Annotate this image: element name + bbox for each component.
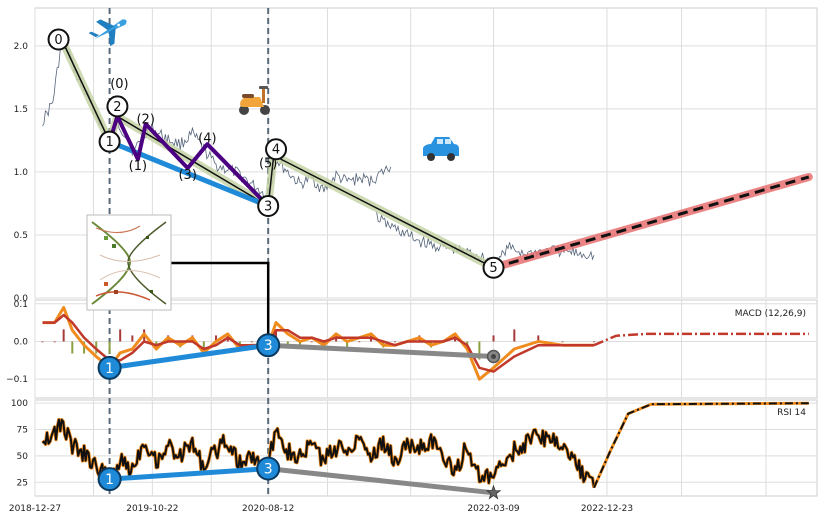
macd-point-circle: [97, 355, 122, 380]
y-tick-label: 0.5: [14, 231, 28, 241]
macd-legend: MACD (12,26,9): [735, 309, 806, 319]
macd-histogram-bar: [492, 335, 495, 342]
y-tick-label: 100: [11, 399, 28, 409]
wave-label-circle: [265, 138, 288, 161]
wave-label: (5): [259, 157, 277, 172]
macd-divergence-line: [107, 342, 271, 371]
rsi-projection-line: [593, 402, 809, 489]
macd-histogram-bar: [71, 341, 74, 354]
macd-panel: [34, 299, 818, 399]
macd-histogram-bar: [310, 341, 313, 343]
y-tick-label: 1.5: [14, 105, 28, 115]
x-tick-label: 2022-12-23: [581, 504, 633, 514]
y-tick-label: 50: [17, 452, 29, 462]
wave-label: (2): [136, 112, 154, 127]
wave-label-circle: [47, 28, 70, 51]
macd-histogram-bar: [214, 335, 217, 342]
rsi-failed-divergence-line: [265, 466, 496, 496]
scooter-icon: [239, 86, 270, 115]
wave-label-circle: [482, 256, 505, 279]
y-tick-label: 75: [17, 426, 28, 436]
thumbnail-connector: [171, 261, 270, 336]
dna-thumbnail: [86, 214, 172, 311]
macd-projection-line: [593, 332, 809, 347]
y-tick-label: 25: [17, 478, 28, 488]
rsi-point-circle: [256, 456, 281, 481]
rsi-point-label: 1: [105, 472, 114, 488]
macd-histogram-bar: [358, 341, 361, 343]
wave-label-circle: [257, 194, 280, 217]
rsi-point-circle: [97, 467, 122, 492]
wave-label: (0): [110, 77, 128, 92]
car-icon: [423, 137, 459, 161]
macd-end-marker-dot: [491, 354, 497, 360]
x-tick-label: 2018-12-27: [9, 504, 61, 514]
wave-label: 3: [264, 199, 272, 214]
macd-histogram-bar: [41, 341, 44, 343]
macd-histogram-bar: [346, 341, 349, 348]
macd-failed-divergence-line: [265, 342, 496, 359]
wave-label: 4: [272, 143, 280, 158]
y-tick-label: 0.1: [14, 300, 28, 310]
rsi-point-label: 3: [264, 462, 273, 478]
macd-histogram-bar: [119, 329, 122, 342]
wave-label-circle: [106, 95, 129, 118]
y-tick-label: −0.1: [6, 375, 28, 385]
y-tick-label: 2.0: [14, 42, 29, 52]
y-tick-label: 0.0: [14, 337, 29, 347]
macd-histogram-bar: [478, 341, 481, 360]
rsi-end-star-marker: [485, 484, 502, 500]
macd-signal-line: [42, 313, 594, 373]
wave-label-circle: [98, 130, 121, 153]
wave-label: (1): [129, 159, 147, 174]
macd-point-circle: [256, 333, 281, 358]
wave-label: (4): [198, 131, 216, 146]
macd-histogram-bar: [593, 341, 596, 343]
macd-histogram-bar: [561, 341, 564, 343]
wave-label: 0: [54, 33, 62, 48]
x-tick-label: 2022-03-09: [467, 504, 520, 514]
macd-histogram-bar: [62, 329, 65, 342]
macd-histogram-bar: [131, 335, 134, 342]
macd-histogram-bar: [393, 341, 396, 343]
x-tick-label: 2020-08-12: [242, 504, 294, 514]
projection-line: [493, 175, 810, 270]
wave-label: (3): [178, 168, 196, 183]
rsi-divergence-line: [107, 466, 271, 482]
macd-point-label: 3: [264, 338, 273, 354]
macd-histogram-bar: [250, 341, 253, 343]
rsi-line: [41, 418, 595, 488]
macd-histogram-bar: [537, 335, 540, 342]
y-tick-label: 1.0: [14, 168, 29, 178]
wave-label: 5: [489, 261, 497, 276]
macd-histogram-bar: [108, 341, 111, 354]
wave-label: 1: [105, 135, 113, 150]
macd-histogram-bar: [53, 341, 56, 343]
wave-label: 2: [113, 100, 121, 115]
macd-line: [42, 306, 594, 381]
x-tick-label: 2019-10-22: [126, 504, 178, 514]
y-tick-label: 0.0: [14, 294, 29, 304]
macd-histogram-bar: [83, 341, 86, 354]
macd-histogram-bar: [513, 329, 516, 342]
macd-histogram-bar: [202, 341, 205, 348]
macd-histogram-bar: [275, 329, 278, 342]
rsi-legend: RSI 14: [777, 408, 806, 418]
airplane-icon: [88, 19, 127, 47]
macd-point-label: 1: [105, 361, 114, 377]
